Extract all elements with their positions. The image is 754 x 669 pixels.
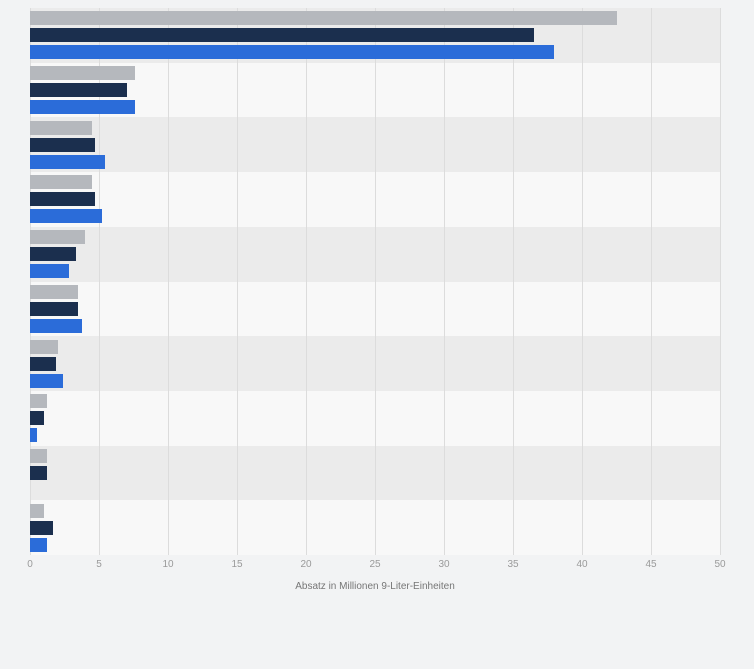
bar-group: [30, 8, 720, 63]
x-tick-label: 0: [27, 559, 33, 570]
x-axis-ticks: 0 5 10 15 20 25 30 35 40 45 50: [27, 559, 725, 573]
x-tick-label: 30: [438, 559, 450, 570]
gridline: [375, 8, 376, 555]
gridline: [237, 8, 238, 555]
bar-group: [30, 500, 720, 555]
bar-series-1-gray: [30, 11, 617, 26]
x-tick-label: 5: [96, 559, 102, 570]
gridline: [168, 8, 169, 555]
gridline: [720, 8, 721, 555]
x-axis-title: Absatz in Millionen 9-Liter-Einheiten: [295, 581, 455, 592]
bar-series-1-gray: [30, 66, 135, 81]
bar-group: [30, 227, 720, 282]
bar-series-2-darkblue: [30, 137, 95, 152]
x-tick-label: 35: [507, 559, 519, 570]
gridlines: [30, 8, 721, 555]
gridline: [30, 8, 31, 555]
bar-series-2-darkblue: [30, 465, 47, 480]
gridline: [651, 8, 652, 555]
bar-series-1-gray: [30, 230, 86, 245]
x-tick-label: 25: [369, 559, 381, 570]
bar-series-2-darkblue: [30, 83, 127, 98]
bar-series-2-darkblue: [30, 520, 54, 535]
bar-series-3-blue: [30, 154, 105, 169]
bar-series-1-gray: [30, 284, 79, 299]
bar-group: [30, 172, 720, 227]
bar-group: [30, 63, 720, 118]
bar-group: [30, 391, 720, 446]
plot-area: [30, 8, 721, 556]
bar-series-1-gray: [30, 175, 93, 190]
bar-series-1-gray: [30, 394, 47, 409]
bar-series-2-darkblue: [30, 28, 534, 43]
gridline: [582, 8, 583, 555]
bar-groups: [30, 8, 720, 555]
x-tick-label: 15: [231, 559, 243, 570]
bar-series-2-darkblue: [30, 301, 79, 316]
bar-group: [30, 446, 720, 501]
gridline: [444, 8, 445, 555]
bar-series-3-blue: [30, 537, 47, 552]
gridline: [99, 8, 100, 555]
bar-series-3-blue: [30, 209, 102, 224]
gridline: [306, 8, 307, 555]
gridline: [513, 8, 514, 555]
x-tick-label: 50: [714, 559, 726, 570]
bar-series-3-blue: [30, 373, 64, 388]
bar-group: [30, 282, 720, 337]
bar-series-3-blue: [30, 100, 135, 115]
bar-series-3-blue: [30, 428, 37, 443]
bar-group: [30, 336, 720, 391]
bar-series-3-blue: [30, 318, 83, 333]
bar-series-3-blue: [30, 45, 555, 60]
bar-series-1-gray: [30, 339, 58, 354]
bar-series-2-darkblue: [30, 247, 76, 262]
bar-series-2-darkblue: [30, 411, 44, 426]
bar-group: [30, 117, 720, 172]
x-tick-label: 45: [645, 559, 657, 570]
x-tick-label: 20: [300, 559, 312, 570]
x-tick-label: 10: [162, 559, 174, 570]
bar-series-1-gray: [30, 120, 93, 135]
bar-series-1-gray: [30, 448, 47, 463]
bar-series-3-blue: [30, 264, 69, 279]
bar-series-2-darkblue: [30, 192, 95, 207]
x-tick-label: 40: [576, 559, 588, 570]
bar-series-1-gray: [30, 503, 44, 518]
bar-series-2-darkblue: [30, 356, 57, 371]
